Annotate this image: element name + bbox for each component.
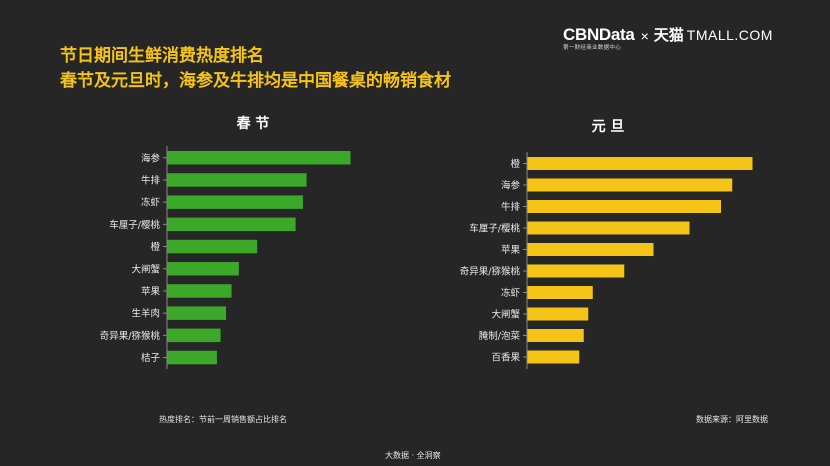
newyear-category-label: 苹果 xyxy=(501,244,521,256)
spring-bar xyxy=(167,350,217,365)
times-symbol: × xyxy=(640,28,649,44)
spring-category-label: 橙 xyxy=(150,241,160,253)
newyear-bar xyxy=(527,157,753,170)
spring-category-label: 苹果 xyxy=(141,285,161,297)
spring-bar xyxy=(167,239,258,254)
spring-category-label: 冻虾 xyxy=(141,197,161,209)
spring-bar xyxy=(167,284,232,298)
page-subtitle: 春节及元旦时，海参及牛排均是中国餐桌的畅销食材 xyxy=(60,71,451,91)
page-title: 节日期间生鲜消费热度排名 xyxy=(60,46,264,66)
spring-bar xyxy=(167,217,296,232)
newyear-category-label: 奇异果/猕猴桃 xyxy=(460,266,521,278)
cbndata-logo: CBNData 第一财经商业数据中心 xyxy=(563,26,635,52)
newyear-bar xyxy=(527,286,593,299)
spring-category-label: 车厘子/樱桃 xyxy=(109,219,160,231)
spring-bar xyxy=(167,151,351,165)
footnote-source: 数据来源：阿里数据 xyxy=(696,415,768,424)
newyear-chart-title: 元 旦 xyxy=(592,119,625,135)
spring-category-label: 奇异果/猕猴桃 xyxy=(100,330,161,342)
brand-logo: CBNData 第一财经商业数据中心 × 天猫 TMALL.COM xyxy=(563,26,773,56)
newyear-category-label: 大闸蟹 xyxy=(491,309,520,321)
footnote-ranking: 热度排名：节前一周销售额占比排名 xyxy=(159,415,287,424)
cbndata-logo-subtext: 第一财经商业数据中心 xyxy=(563,45,622,51)
newyear-bar xyxy=(527,178,733,192)
newyear-category-label: 海参 xyxy=(501,180,521,192)
spring-category-label: 生羊肉 xyxy=(131,308,160,320)
spring-bar xyxy=(167,306,227,320)
tmall-logo-en: TMALL.COM xyxy=(686,27,773,43)
newyear-category-label: 牛排 xyxy=(501,201,521,213)
spring-bar xyxy=(167,262,239,276)
spring-category-label: 牛排 xyxy=(141,174,161,186)
newyear-category-label: 腌制/泡菜 xyxy=(479,330,521,342)
spring-category-label: 桔子 xyxy=(141,352,161,364)
newyear-bar xyxy=(527,200,721,213)
newyear-bar xyxy=(527,350,580,364)
cbndata-logo-text: CBNData xyxy=(563,25,635,44)
newyear-bar xyxy=(527,243,654,256)
spring-bar xyxy=(167,195,303,209)
spring-bar xyxy=(167,328,221,343)
tmall-logo-cn: 天猫 xyxy=(653,26,684,44)
newyear-category-label: 橙 xyxy=(510,158,520,170)
newyear-bar xyxy=(527,307,589,321)
spring-category-label: 大闸蟹 xyxy=(131,263,160,275)
newyear-bar xyxy=(527,329,584,342)
newyear-bar xyxy=(527,264,625,278)
spring-category-label: 海参 xyxy=(141,152,161,164)
newyear-category-label: 车厘子/樱桃 xyxy=(469,223,520,235)
newyear-category-label: 冻虾 xyxy=(501,287,521,299)
spring-bar xyxy=(167,173,307,187)
spring-chart-title: 春 节 xyxy=(236,115,270,132)
newyear-category-label: 百香果 xyxy=(491,353,520,364)
newyear-bar xyxy=(527,221,690,235)
footer-slogan: 大数据 · 全洞察 xyxy=(385,451,441,460)
